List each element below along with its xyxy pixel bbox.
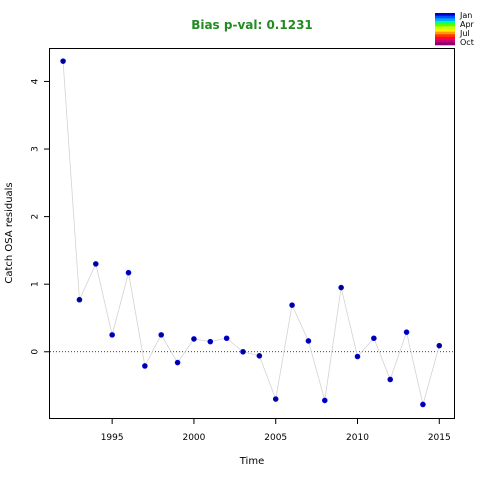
data-point (387, 376, 394, 383)
data-point (371, 335, 377, 342)
legend-swatch (435, 13, 455, 16)
legend-swatch (435, 26, 455, 30)
y-tick-label: 1 (31, 281, 41, 287)
data-point (338, 284, 344, 291)
legend-swatch (435, 31, 455, 35)
legend-label: Oct (460, 38, 474, 47)
data-point (174, 359, 181, 366)
y-tick-label: 4 (31, 78, 41, 84)
legend-swatch (435, 23, 455, 27)
x-tick-label: 2010 (346, 433, 369, 443)
legend-swatch (435, 42, 455, 46)
data-point (240, 348, 246, 355)
y-tick-label: 2 (31, 214, 41, 220)
legend-label: Jul (459, 29, 470, 38)
data-point (92, 261, 99, 267)
data-point (420, 401, 426, 408)
data-point (158, 332, 165, 338)
legend-label: Apr (460, 20, 475, 29)
legend-swatch (435, 37, 455, 40)
y-tick-label: 3 (31, 146, 41, 152)
data-point (403, 329, 410, 335)
legend-swatch (435, 18, 455, 22)
data-point (76, 296, 83, 303)
data-point (109, 332, 115, 338)
plot-frame (49, 48, 455, 419)
x-tick-label: 1995 (101, 433, 124, 443)
data-point (321, 397, 328, 404)
legend-label: Jan (459, 11, 472, 20)
data-point (289, 302, 295, 308)
legend-swatch (435, 29, 455, 32)
data-point (207, 338, 214, 345)
legend-swatch (435, 34, 455, 38)
data-point (272, 396, 279, 402)
data-point (125, 269, 132, 276)
data-point (354, 353, 361, 360)
data-point (436, 342, 443, 349)
legend-swatch (435, 15, 455, 19)
data-point (60, 58, 66, 64)
x-axis-label: Time (239, 456, 264, 467)
y-tick-label: 0 (31, 349, 41, 355)
y-axis-label: Catch OSA residuals (4, 182, 15, 283)
data-point (305, 338, 312, 344)
legend-swatch (435, 39, 455, 43)
data-point (223, 335, 230, 342)
x-axis: 1995 2000 2005 2010 2015 (101, 418, 451, 443)
data-point (191, 336, 197, 342)
data-point (142, 363, 148, 369)
data-points (60, 58, 443, 408)
x-tick-label: 2005 (264, 433, 287, 443)
x-tick-label: 2000 (182, 433, 205, 443)
data-point (256, 353, 263, 359)
series-line (62, 61, 440, 405)
x-tick-label: 2015 (428, 433, 451, 443)
legend-swatch (435, 21, 455, 24)
y-axis: 0 1 2 3 4 (31, 78, 50, 355)
chart-title: Bias p-val: 0.1231 (191, 18, 313, 32)
